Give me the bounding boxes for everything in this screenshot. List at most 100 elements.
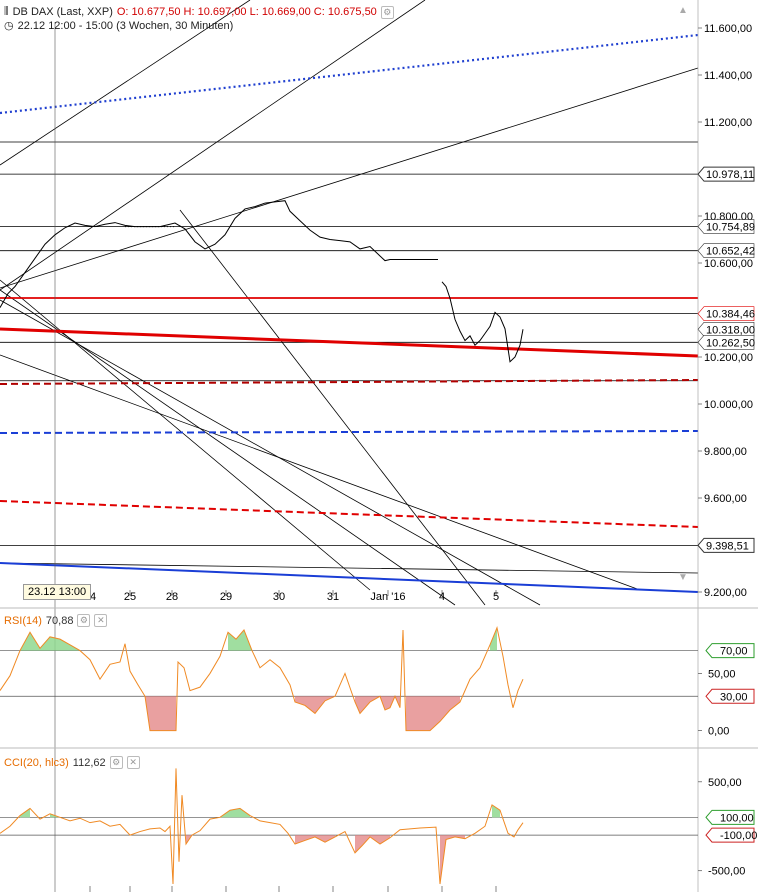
- price-tag-box: [697, 537, 755, 553]
- indicator-line: [0, 768, 524, 885]
- date-axis-label: 4: [439, 591, 445, 603]
- price-tag-box: [697, 321, 755, 337]
- price-tag: 10.978,11: [697, 166, 755, 182]
- trendline: [0, 354, 641, 591]
- overbought-fill: [490, 627, 497, 651]
- price-tag: 10.384,46: [697, 306, 755, 321]
- chart-header: ⫼ DB DAX (Last, XXP) O: 10.677,50 H: 10.…: [4, 5, 394, 33]
- rsi-close-icon[interactable]: ✕: [94, 614, 108, 627]
- indicator-tag-box: [705, 809, 755, 825]
- price-tag-label: 10.754,89: [706, 222, 755, 234]
- red-dashed-line: [0, 500, 699, 528]
- date-axis-label: Jan '16: [370, 591, 405, 603]
- cci-name: CCI(20, hlc3): [4, 756, 69, 769]
- blue-dashed-line: [0, 430, 699, 434]
- price-tag-label: 10.318,00: [706, 324, 755, 336]
- price-axis-label: 9.200,00: [704, 587, 747, 599]
- rsi-panel: 70,00 50,00 30,00 0,00: [0, 626, 755, 738]
- date-axis-label: 29: [220, 591, 232, 603]
- price-tag: 10.652,42: [697, 243, 755, 258]
- clock-icon: ◷: [4, 20, 14, 32]
- cci-value: 112,62: [72, 756, 106, 769]
- indicator-axis-label: -500,00: [708, 866, 745, 878]
- date-axis-label: 28: [166, 591, 178, 603]
- indicator-line: [0, 626, 524, 732]
- price-series: [0, 200, 524, 363]
- price-tag-box: [697, 243, 755, 258]
- trendline: [0, 299, 541, 606]
- overbought-fill: [492, 804, 500, 818]
- price-axis-label: 10.600,00: [704, 258, 753, 270]
- cci-settings-icon[interactable]: ⚙: [109, 756, 123, 769]
- trendline: [0, 0, 426, 291]
- price-axis-label: 9.800,00: [704, 446, 747, 458]
- indicator-tag-label: 100,00: [720, 812, 754, 824]
- indicator-axis-label: 0,00: [708, 726, 729, 738]
- trendline: [179, 209, 486, 606]
- oversold-fill: [440, 835, 465, 884]
- price-tag-label: 10.652,42: [706, 246, 755, 258]
- indicator-axis-label: 50,00: [708, 668, 736, 680]
- indicator-axis-label: 500,00: [708, 777, 742, 789]
- price-tag-label: 10.262,50: [706, 337, 755, 349]
- price-line: [0, 200, 438, 308]
- price-tag-box: [697, 166, 755, 182]
- cci-close-icon[interactable]: ✕: [126, 756, 140, 769]
- date-axis-label: 30: [273, 591, 285, 603]
- oversold-fill: [145, 696, 176, 731]
- instrument-name: DB DAX (Last, XXP): [12, 6, 113, 18]
- trendline: [0, 0, 251, 166]
- blue-trendline: [0, 562, 699, 593]
- rsi-name: RSI(14): [4, 614, 42, 627]
- trendline: [0, 67, 699, 289]
- price-tags: 10.978,11 10.754,89 10.652,42 10.384,46 10.3…: [697, 166, 755, 553]
- price-line: [441, 281, 524, 363]
- date-axis-label: 5: [493, 591, 499, 603]
- indicator-tag-label: -100,00: [720, 830, 757, 842]
- trendline: [0, 562, 699, 574]
- price-tag: 10.754,89: [697, 219, 755, 234]
- indicator-tag: 30,00: [705, 688, 755, 704]
- price-tag: 9.398,51: [697, 537, 755, 553]
- price-tag: 10.318,00: [697, 321, 755, 337]
- price-axis-label: 9.600,00: [704, 493, 747, 505]
- trendline: [0, 289, 456, 606]
- date-axis-label: 25: [124, 591, 136, 603]
- candles-icon: ⫼: [4, 6, 9, 17]
- price-tag: 10.262,50: [697, 335, 755, 350]
- indicator-tag-label: 30,00: [720, 691, 748, 703]
- scroll-down-icon[interactable]: ▼: [678, 572, 688, 583]
- oversold-fill: [355, 696, 400, 714]
- indicator-tag-label: 70,00: [720, 646, 748, 658]
- price-axis-label: 10.200,00: [704, 352, 753, 364]
- price-tag-box: [697, 335, 755, 350]
- overbought-fill: [228, 630, 252, 651]
- price-tag-box: [697, 306, 755, 321]
- price-axis-label: 11.600,00: [704, 23, 752, 35]
- blue-dotted-trendline: [0, 33, 699, 115]
- price-tag-label: 10.384,46: [706, 309, 755, 321]
- indicator-tag-box: [705, 827, 755, 843]
- rsi-header: RSI(14) 70,88 ⚙ ✕: [4, 614, 108, 627]
- price-axis-label: 11.200,00: [704, 117, 752, 129]
- price-axis-label: 10.000,00: [704, 399, 753, 411]
- rsi-settings-icon[interactable]: ⚙: [77, 614, 91, 627]
- date-axis-label: 31: [327, 591, 339, 603]
- crosshair-time-label: 23.12 13:00: [23, 584, 92, 600]
- cci-panel: 500,00 100,00 -100,00 -500,00: [0, 768, 757, 892]
- red-trendline: [0, 327, 699, 358]
- settings-icon[interactable]: ⚙: [380, 5, 394, 19]
- price-axis-ticks: 11.600,0011.400,0011.200,0010.800,0010.6…: [698, 23, 753, 599]
- overbought-fill: [20, 632, 80, 651]
- indicator-tag: -100,00: [705, 827, 757, 843]
- chart-period: 22.12 12:00 - 15:00 (3 Wochen, 30 Minute…: [17, 20, 234, 32]
- oversold-fill: [355, 835, 390, 853]
- price-tag-label: 9.398,51: [706, 540, 749, 552]
- indicator-tag: 70,00: [705, 643, 755, 659]
- price-tag-label: 10.978,11: [706, 169, 754, 181]
- scroll-up-icon[interactable]: ▲: [678, 5, 688, 16]
- rsi-value: 70,88: [45, 614, 74, 627]
- price-tag-box: [697, 219, 755, 234]
